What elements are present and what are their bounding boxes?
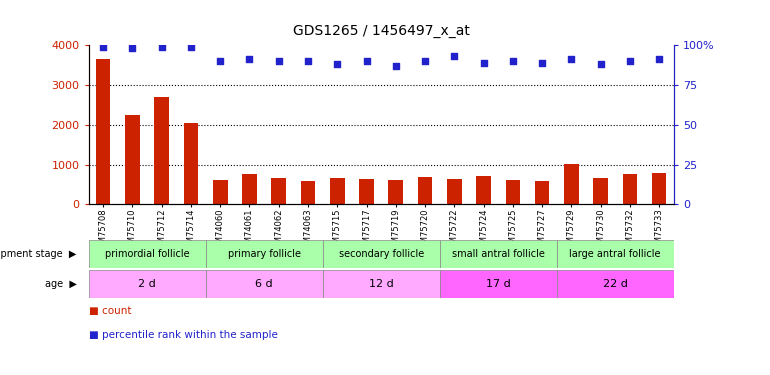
Bar [359,179,374,204]
Point [97,44,109,50]
Point [126,45,139,51]
Point [653,56,665,62]
Point [214,58,226,64]
Bar [184,123,199,204]
Point [331,61,343,67]
Bar [623,174,638,204]
Text: development stage  ▶: development stage ▶ [0,249,77,259]
Point [594,61,607,67]
Point [360,58,373,64]
Text: 2 d: 2 d [138,279,156,289]
Bar [96,59,111,204]
Point [624,58,636,64]
Text: secondary follicle: secondary follicle [339,249,424,259]
Bar [557,270,674,298]
Bar [418,177,433,204]
Text: ■ count: ■ count [89,306,131,316]
Point [477,60,490,66]
Text: age  ▶: age ▶ [45,279,77,289]
Text: ■ percentile rank within the sample: ■ percentile rank within the sample [89,330,277,340]
Bar [323,240,440,268]
Point [185,44,197,50]
Text: primary follicle: primary follicle [228,249,300,259]
Bar [89,270,206,298]
Bar [564,164,579,204]
Text: 17 d: 17 d [486,279,511,289]
Bar [389,180,403,204]
Bar [535,181,550,204]
Point [448,53,460,59]
Point [507,58,519,64]
Point [419,58,431,64]
Bar [557,240,674,268]
Point [156,44,168,50]
Bar [323,270,440,298]
Bar [272,178,286,204]
Text: primordial follicle: primordial follicle [105,249,189,259]
Bar [440,240,557,268]
Bar [447,179,462,204]
Point [390,63,402,69]
Bar [651,172,667,204]
Bar [213,180,228,204]
Bar [506,180,521,204]
Bar [440,270,557,298]
Bar [154,97,169,204]
Bar [206,240,323,268]
Point [243,56,256,62]
Bar [330,178,345,204]
Point [273,58,285,64]
Text: 12 d: 12 d [369,279,393,289]
Point [565,56,578,62]
Bar [206,270,323,298]
Bar [301,181,316,204]
Point [536,60,548,66]
Text: small antral follicle: small antral follicle [452,249,544,259]
Bar [476,177,491,204]
Text: GDS1265 / 1456497_x_at: GDS1265 / 1456497_x_at [293,24,470,38]
Text: large antral follicle: large antral follicle [570,249,661,259]
Bar [594,178,608,204]
Point [302,58,314,64]
Text: 6 d: 6 d [256,279,273,289]
Bar [125,115,140,204]
Bar [89,240,206,268]
Text: 22 d: 22 d [603,279,628,289]
Bar [242,174,257,204]
